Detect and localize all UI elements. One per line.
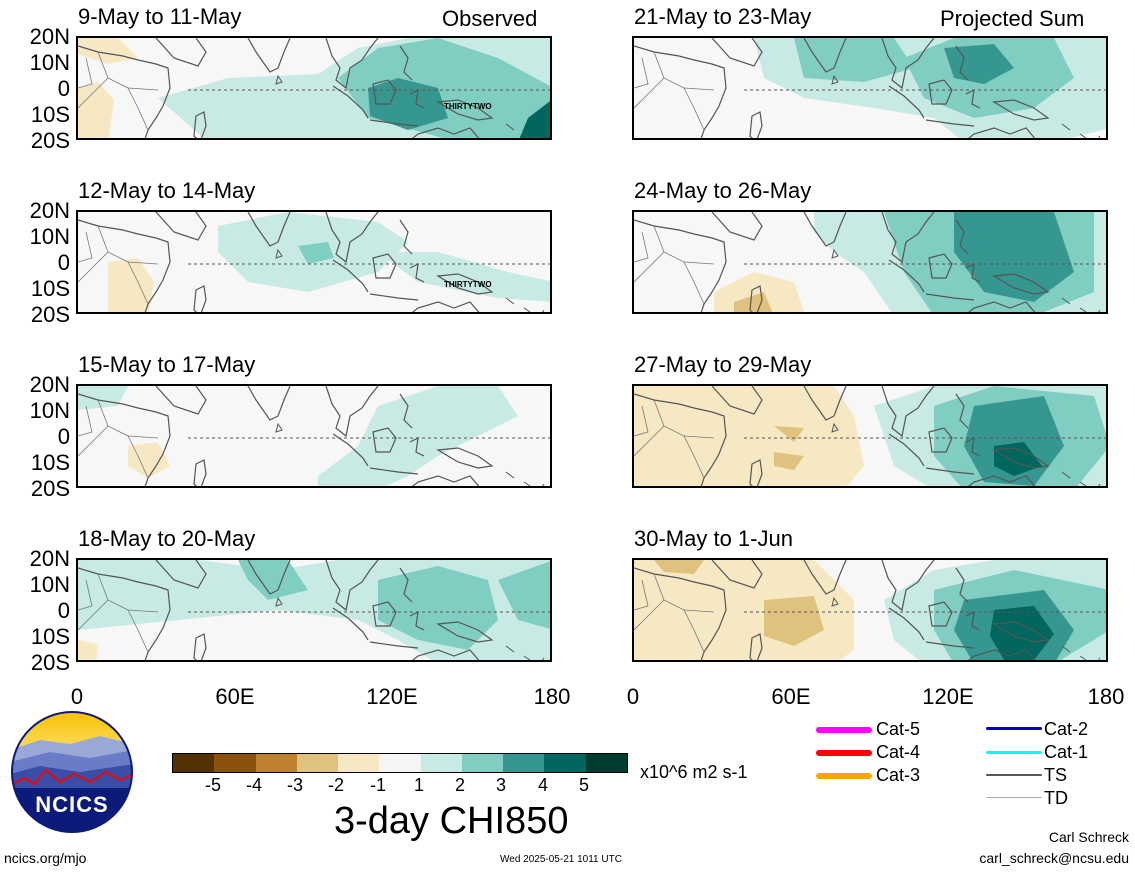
panel-3-title: 15-May to 17-May — [78, 352, 256, 377]
colorbar-tick: -2 — [327, 775, 344, 795]
colorbar-swatch — [461, 754, 504, 772]
colorbar-units: x10^6 m2 s-1 — [640, 762, 748, 782]
legend-label: Cat-1 — [1044, 742, 1089, 762]
lat-label: 20S — [30, 302, 70, 327]
map-panel-7 — [632, 384, 1108, 488]
cat5-line — [816, 727, 872, 733]
ts-line — [986, 774, 1042, 776]
colorbar-swatch — [255, 754, 297, 772]
map-panel-4 — [76, 558, 552, 662]
panel-7-title: 27-May to 29-May — [634, 352, 812, 377]
legend-label: Cat-3 — [876, 765, 921, 785]
cat1-line — [986, 751, 1042, 754]
colorbar-swatch — [173, 754, 215, 772]
ncics-logo: NCICS — [10, 710, 134, 834]
colorbar-swatch — [420, 754, 462, 772]
colorbar-swatch — [338, 754, 380, 772]
lat-label: 10S — [30, 450, 70, 475]
lat-label: 20N — [29, 372, 70, 397]
lat-label: 0 — [57, 250, 70, 275]
colorbar-swatch — [503, 754, 545, 772]
legend-label: Cat-2 — [1044, 719, 1089, 739]
lon-label: 60E — [771, 684, 811, 709]
panel-2-title: 12-May to 14-May — [78, 178, 256, 203]
colorbar-tick: 3 — [495, 775, 506, 795]
panel-5-title: 21-May to 23-May — [634, 4, 812, 29]
colorbar-swatch — [379, 754, 421, 772]
colorbar-tick: 4 — [537, 775, 548, 795]
colorbar-swatch — [544, 754, 586, 772]
lat-label: 20N — [29, 198, 70, 223]
legend-label: Cat-5 — [876, 719, 921, 739]
storm-label: THIRTYTWO — [444, 280, 492, 289]
lat-label: 20N — [29, 24, 70, 49]
panel-6-title: 24-May to 26-May — [634, 178, 812, 203]
colorbar-tick: -5 — [204, 775, 221, 795]
lon-label: 120E — [922, 684, 974, 709]
colorbar-tick: 1 — [413, 775, 424, 795]
footer-email[interactable]: carl_schreck@ncsu.edu — [979, 850, 1129, 866]
legend-label: Cat-4 — [876, 742, 921, 762]
logo-text: NCICS — [35, 792, 109, 817]
lat-label: 0 — [57, 76, 70, 101]
map-panel-5 — [632, 36, 1108, 140]
lat-label: 10N — [29, 398, 70, 423]
storm-label: THIRTYTWO — [444, 102, 492, 111]
colorbar-title: 3-day CHI850 — [334, 800, 569, 842]
lat-label: 10N — [29, 572, 70, 597]
lat-label: 20S — [30, 650, 70, 675]
lat-label: 0 — [57, 598, 70, 623]
lon-label: 180 — [533, 684, 571, 709]
panel-8-title: 30-May to 1-Jun — [634, 526, 793, 551]
colorbar-swatch — [585, 754, 627, 772]
colorbar-tick: 5 — [578, 775, 589, 795]
map-panel-2: THIRTYTWO — [76, 210, 552, 314]
lon-label: 180 — [1087, 684, 1125, 709]
lon-label: 0 — [70, 684, 84, 709]
legend-label: TD — [1044, 788, 1068, 808]
observed-label: Observed — [442, 6, 538, 31]
lat-label: 10S — [30, 102, 70, 127]
colorbar-swatch — [214, 754, 256, 772]
colorbar-swatch — [296, 754, 339, 772]
lon-label: 120E — [366, 684, 418, 709]
cat2-line — [986, 727, 1042, 730]
lat-label: 10S — [30, 276, 70, 301]
footer-url[interactable]: ncics.org/mjo — [4, 850, 87, 866]
colorbar-tick: -4 — [245, 775, 262, 795]
td-line — [986, 797, 1042, 798]
cat4-line — [816, 750, 872, 756]
lat-label: 0 — [57, 424, 70, 449]
lat-label: 10N — [29, 50, 70, 75]
footer-timestamp: Wed 2025-05-21 1011 UTC — [500, 854, 622, 865]
map-panel-6 — [632, 210, 1108, 314]
legend-label: TS — [1044, 765, 1068, 785]
map-panel-8 — [632, 558, 1108, 662]
panel-4-title: 18-May to 20-May — [78, 526, 256, 551]
lat-label: 10S — [30, 624, 70, 649]
lon-label: 60E — [215, 684, 255, 709]
projected-label: Projected Sum — [940, 6, 1085, 31]
colorbar-tick: 2 — [454, 775, 465, 795]
panel-1-title: 9-May to 11-May — [78, 4, 242, 29]
map-panel-3 — [76, 384, 552, 488]
lat-label: 20N — [29, 546, 70, 571]
lon-label: 0 — [626, 684, 640, 709]
colorbar — [172, 753, 628, 773]
cat3-line — [816, 773, 872, 779]
colorbar-tick: -3 — [286, 775, 303, 795]
lat-label: 20S — [30, 128, 70, 153]
lat-label: 10N — [29, 224, 70, 249]
footer-author: Carl Schreck — [1048, 829, 1129, 845]
map-panel-1: THIRTYTWO — [76, 36, 552, 140]
lat-label: 20S — [30, 476, 70, 501]
colorbar-tick: -1 — [369, 775, 386, 795]
